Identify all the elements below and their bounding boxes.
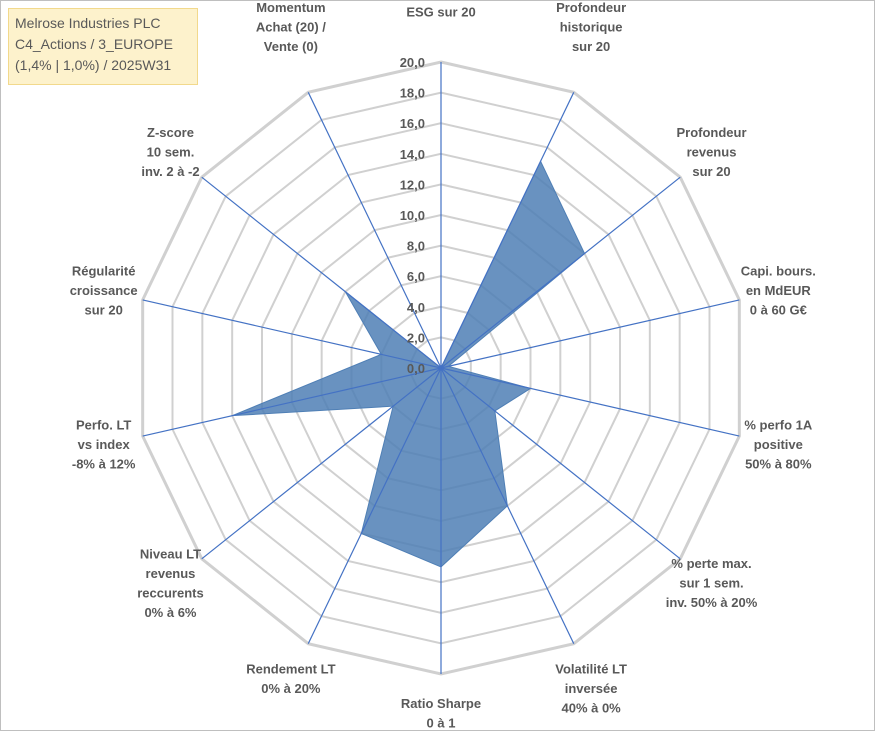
axis-label-line: Vente (0)	[264, 39, 318, 54]
axis-label-line: Ratio Sharpe	[401, 696, 481, 711]
axis-label-line: Profondeur	[556, 1, 626, 15]
axis-label-line: Niveau LT	[140, 546, 201, 561]
tick-label: 4,0	[407, 300, 425, 315]
axis-spoke	[440, 367, 740, 437]
axis-spoke	[142, 367, 442, 437]
axis-label-line: Momentum	[256, 1, 325, 15]
axis-label: % perte max. sur 1 sem. inv. 50% à 20%	[666, 556, 758, 610]
tick-label: 16,0	[400, 116, 425, 131]
axis-label: Perfo. LT vs index -8% à 12%	[72, 417, 136, 471]
title-line-period: (1,4% | 1,0%) / 2025W31	[15, 57, 172, 73]
radar-tick-labels: 0,0 2,0 4,0 6,0 8,0 10,0 12,0 14,0 16,0 18,0 20,0	[400, 55, 425, 376]
tick-label: 12,0	[400, 177, 425, 192]
axis-label-line: Profondeur	[676, 125, 746, 140]
axis-label-line: sur 20	[572, 39, 610, 54]
axis-label: Momentum Achat (20) / Vente (0)	[256, 1, 326, 54]
axis-label: Niveau LT revenus reccurents 0% à 6%	[137, 546, 203, 620]
radar-axis-labels: NoteESG sur 20 Profondeur historique sur 20…	[70, 1, 816, 730]
axis-label-line: inv. 2 à -2	[141, 164, 199, 179]
axis-label: Volatilité LT inversée 40% à 0%	[555, 662, 627, 716]
axis-spoke	[307, 92, 442, 369]
tick-label: 20,0	[400, 55, 425, 70]
title-line-category: C4_Actions / 3_EUROPE	[15, 36, 173, 52]
tick-label: 8,0	[407, 239, 425, 254]
axis-label-line: revenus	[146, 566, 196, 581]
tick-label: 10,0	[400, 208, 425, 223]
axis-label-line: 50% à 80%	[745, 456, 812, 471]
axis-label-line: Volatilité LT	[555, 662, 627, 677]
axis-label-line: inversée	[565, 681, 618, 696]
axis-label-line: reccurents	[137, 585, 203, 600]
axis-label-line: Rendement LT	[246, 662, 335, 677]
axis-label-line: en MdEUR	[746, 283, 812, 298]
axis-label: Capi. bours. en MdEUR 0 à 60 G€	[741, 264, 816, 318]
axis-label-line: -8% à 12%	[72, 456, 136, 471]
axis-spoke	[440, 176, 681, 369]
axis-label-line: revenus	[687, 144, 737, 159]
axis-label-line: Capi. bours.	[741, 264, 816, 279]
axis-label-line: 0 à 60 G€	[750, 303, 807, 318]
axis-label: Rendement LT 0% à 20%	[246, 662, 335, 697]
axis-label-line: 0% à 6%	[144, 605, 196, 620]
axis-label-line: historique	[560, 19, 623, 34]
axis-label-line: croissance	[70, 283, 138, 298]
axis-label-line: sur 1 sem.	[679, 576, 743, 591]
axis-label-line: vs index	[78, 437, 131, 452]
axis-spoke	[201, 176, 442, 369]
tick-label: 2,0	[407, 330, 425, 345]
axis-label: Régularité croissance sur 20	[70, 264, 138, 318]
axis-spoke	[440, 299, 740, 369]
tick-label: 18,0	[400, 86, 425, 101]
axis-spoke	[142, 299, 442, 369]
radar-spokes	[142, 62, 740, 674]
axis-label-line: % perfo 1A	[744, 417, 813, 432]
axis-label-line: 10 sem.	[147, 144, 195, 159]
axis-spoke	[201, 367, 442, 560]
chart-title-box: Melrose Industries PLC C4_Actions / 3_EU…	[8, 8, 198, 85]
axis-label: Ratio Sharpe 0 à 1	[401, 696, 481, 730]
axis-label-line: 0 à 1	[427, 716, 456, 731]
axis-label-line: sur 20	[692, 164, 730, 179]
axis-label-line: 40% à 0%	[561, 701, 621, 716]
axis-label: % perfo 1A positive 50% à 80%	[744, 417, 813, 471]
title-line-company: Melrose Industries PLC	[15, 15, 161, 31]
tick-label: 0,0	[407, 361, 425, 376]
axis-label-line: positive	[754, 437, 803, 452]
axis-spoke	[440, 367, 575, 644]
axis-label: NoteESG sur 20	[406, 1, 475, 20]
axis-label-line: 0% à 20%	[261, 681, 321, 696]
tick-label: 6,0	[407, 269, 425, 284]
axis-spoke	[307, 367, 442, 644]
axis-label-line: Z-score	[147, 125, 194, 140]
axis-label: Z-score 10 sem. inv. 2 à -2	[141, 125, 199, 179]
axis-label: Profondeur historique sur 20	[556, 1, 626, 54]
axis-spoke	[440, 367, 681, 560]
axis-spoke	[440, 92, 575, 369]
tick-label: 14,0	[400, 147, 425, 162]
axis-label-line: sur 20	[85, 303, 123, 318]
axis-label: Profondeur revenus sur 20	[676, 125, 746, 179]
axis-label-line: ESG sur 20	[406, 5, 475, 20]
axis-label-line: Achat (20) /	[256, 19, 326, 34]
axis-label-line: inv. 50% à 20%	[666, 595, 758, 610]
axis-label-line: Perfo. LT	[76, 417, 131, 432]
axis-label-line: Régularité	[72, 264, 136, 279]
axis-label-line: % perte max.	[671, 556, 751, 571]
